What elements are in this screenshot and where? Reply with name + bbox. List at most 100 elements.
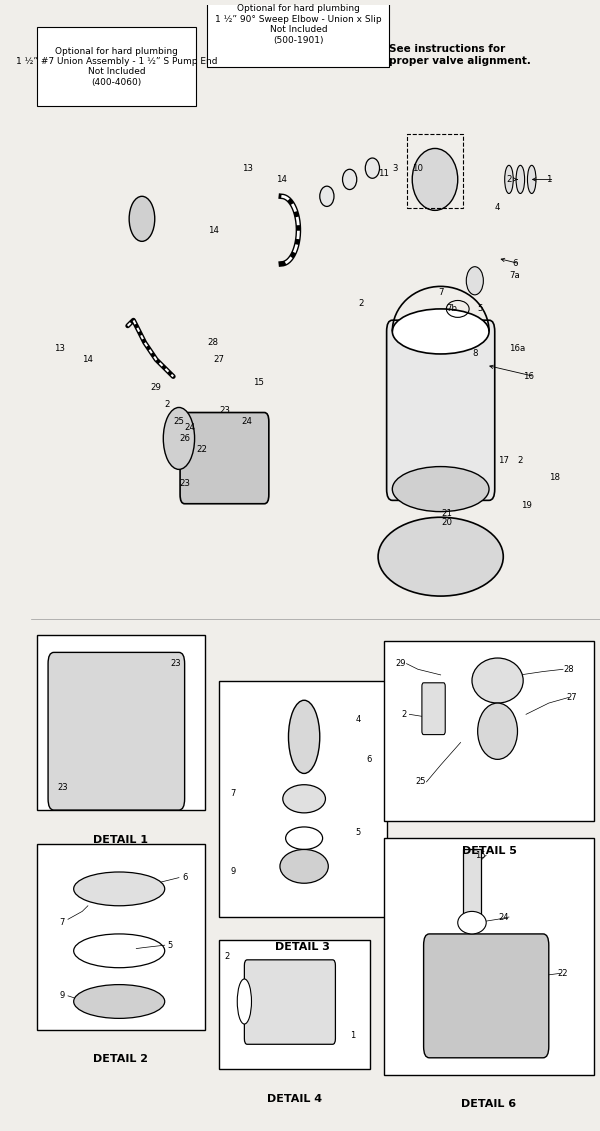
Text: 27: 27 <box>566 693 577 702</box>
Text: 27: 27 <box>213 355 224 364</box>
Text: 26: 26 <box>179 434 190 443</box>
Ellipse shape <box>283 785 325 813</box>
Text: 28: 28 <box>208 338 218 347</box>
Ellipse shape <box>516 165 524 193</box>
Text: 24: 24 <box>498 913 509 922</box>
Text: Optional for hard plumbing
1 ½” 90° Sweep Elbow - Union x Slip
Not Included
(500: Optional for hard plumbing 1 ½” 90° Swee… <box>215 5 382 44</box>
Text: 4: 4 <box>356 716 361 725</box>
Text: 4: 4 <box>495 204 500 213</box>
Ellipse shape <box>163 407 194 469</box>
Text: 23: 23 <box>219 406 230 415</box>
Text: 7: 7 <box>438 287 443 296</box>
Text: 13: 13 <box>242 164 253 173</box>
Text: DETAIL 2: DETAIL 2 <box>93 1054 148 1064</box>
Text: 2: 2 <box>506 175 512 184</box>
Text: 3: 3 <box>392 164 398 173</box>
Text: 13: 13 <box>54 344 65 353</box>
Ellipse shape <box>289 700 320 774</box>
Text: 2: 2 <box>358 299 364 308</box>
Text: 1: 1 <box>546 175 551 184</box>
Ellipse shape <box>478 703 517 759</box>
Text: 9: 9 <box>59 992 65 1000</box>
Ellipse shape <box>505 165 513 193</box>
Text: 29: 29 <box>151 383 161 392</box>
Text: 16a: 16a <box>509 344 526 353</box>
Text: 28: 28 <box>563 665 574 674</box>
FancyBboxPatch shape <box>422 683 445 735</box>
FancyBboxPatch shape <box>384 641 595 821</box>
Text: 24: 24 <box>242 417 253 426</box>
Ellipse shape <box>378 517 503 596</box>
Text: 20: 20 <box>441 518 452 527</box>
Text: 29: 29 <box>395 659 406 668</box>
FancyBboxPatch shape <box>180 413 269 503</box>
Ellipse shape <box>392 309 489 354</box>
Text: 23: 23 <box>57 783 68 792</box>
FancyBboxPatch shape <box>424 934 549 1057</box>
Ellipse shape <box>237 979 251 1024</box>
Ellipse shape <box>74 985 165 1018</box>
Text: 22: 22 <box>558 969 568 978</box>
Text: 7b: 7b <box>446 304 458 313</box>
Text: 7a: 7a <box>509 270 520 279</box>
FancyBboxPatch shape <box>48 653 185 810</box>
Text: 7: 7 <box>230 788 236 797</box>
Text: 2: 2 <box>224 952 230 961</box>
Ellipse shape <box>472 658 523 703</box>
Text: Optional for hard plumbing
1 ½” #7 Union Assembly - 1 ½” S Pump End
Not Included: Optional for hard plumbing 1 ½” #7 Union… <box>16 46 217 87</box>
FancyBboxPatch shape <box>384 838 595 1074</box>
Text: 15: 15 <box>475 851 486 860</box>
Ellipse shape <box>466 267 484 295</box>
Text: 9: 9 <box>230 867 236 877</box>
Text: 5: 5 <box>168 941 173 950</box>
Text: 23: 23 <box>179 478 190 487</box>
FancyBboxPatch shape <box>463 849 481 923</box>
FancyBboxPatch shape <box>37 27 196 106</box>
Ellipse shape <box>343 170 357 190</box>
Text: 10: 10 <box>412 164 424 173</box>
Text: See instructions for
proper valve alignment.: See instructions for proper valve alignm… <box>389 44 532 66</box>
Ellipse shape <box>527 165 536 193</box>
Text: 25: 25 <box>173 417 184 426</box>
FancyBboxPatch shape <box>208 0 389 67</box>
Text: 6: 6 <box>512 259 517 268</box>
FancyBboxPatch shape <box>244 960 335 1044</box>
Ellipse shape <box>320 187 334 207</box>
Text: DETAIL 4: DETAIL 4 <box>266 1094 322 1104</box>
Text: 23: 23 <box>171 659 181 668</box>
Text: 6: 6 <box>182 873 187 882</box>
Ellipse shape <box>129 197 155 241</box>
Ellipse shape <box>412 148 458 210</box>
Text: DETAIL 6: DETAIL 6 <box>461 1099 517 1110</box>
FancyBboxPatch shape <box>37 844 205 1029</box>
Text: 24: 24 <box>185 423 196 432</box>
Text: 18: 18 <box>549 474 560 482</box>
FancyBboxPatch shape <box>37 636 205 810</box>
Ellipse shape <box>458 912 486 934</box>
Text: 8: 8 <box>472 349 478 359</box>
Ellipse shape <box>280 849 328 883</box>
Text: 2: 2 <box>518 457 523 466</box>
FancyBboxPatch shape <box>386 320 495 500</box>
Text: 2: 2 <box>401 710 406 719</box>
Text: 14: 14 <box>82 355 94 364</box>
Text: 6: 6 <box>367 754 372 763</box>
Text: 16: 16 <box>523 372 535 381</box>
Text: 1: 1 <box>350 1030 355 1039</box>
Text: 21: 21 <box>441 509 452 518</box>
Text: 7: 7 <box>59 918 65 927</box>
Text: 25: 25 <box>416 777 426 786</box>
FancyBboxPatch shape <box>219 681 386 917</box>
Ellipse shape <box>74 872 165 906</box>
Text: 14: 14 <box>208 225 218 234</box>
Text: 11: 11 <box>378 170 389 179</box>
Text: 2: 2 <box>165 400 170 409</box>
Text: 5: 5 <box>478 304 483 313</box>
Text: DETAIL 5: DETAIL 5 <box>461 846 517 856</box>
FancyBboxPatch shape <box>219 940 370 1069</box>
Text: 19: 19 <box>521 501 532 510</box>
Text: 14: 14 <box>276 175 287 184</box>
Text: 17: 17 <box>498 457 509 466</box>
Text: DETAIL 3: DETAIL 3 <box>275 942 330 952</box>
Ellipse shape <box>392 467 489 511</box>
